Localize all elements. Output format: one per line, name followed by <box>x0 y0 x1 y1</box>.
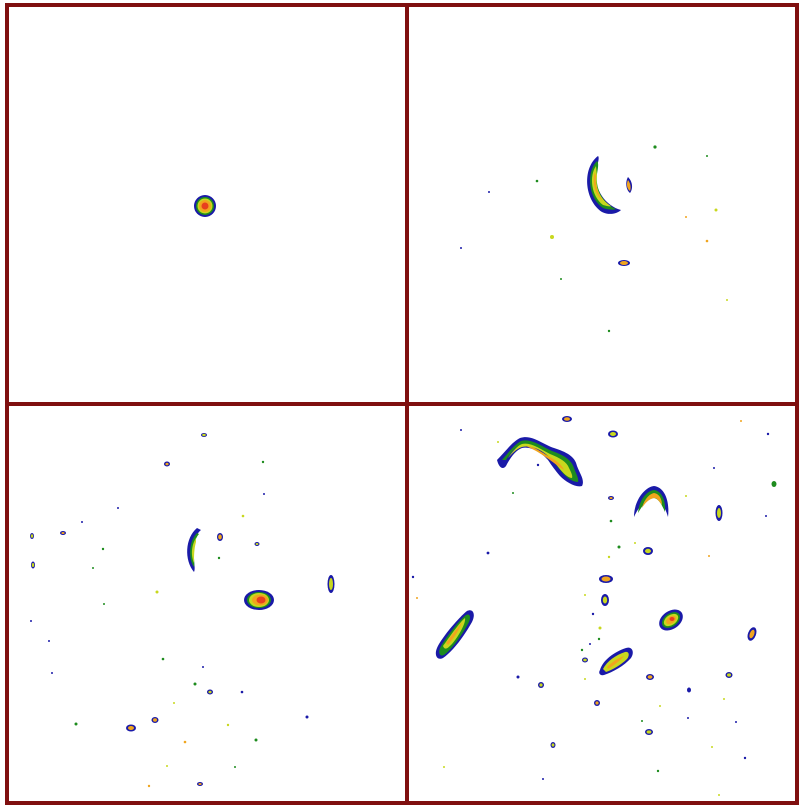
lensed-arc-left <box>187 528 201 572</box>
panel-bottom-left <box>8 405 406 802</box>
frame <box>5 3 799 805</box>
bottom-left-blobs <box>30 433 335 788</box>
top-right-blobs <box>460 145 728 333</box>
giant-arc <box>497 437 583 487</box>
bottom-right-blobs <box>411 416 799 796</box>
top-left-blobs <box>194 195 216 217</box>
